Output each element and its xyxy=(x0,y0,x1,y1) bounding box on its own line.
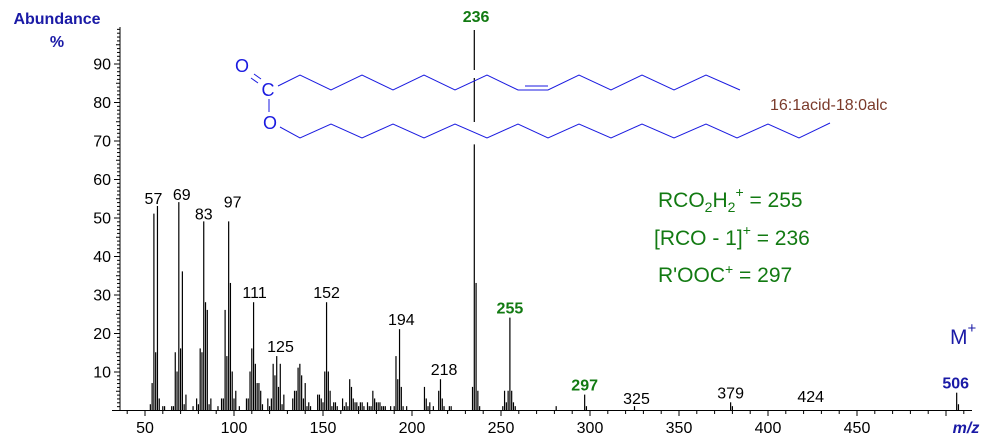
molecule-structure: O C O 16:1acid-18:0alc xyxy=(235,56,887,139)
peak-bars xyxy=(149,30,960,410)
x-tick-label: 150 xyxy=(310,420,337,437)
x-tick-label: 100 xyxy=(221,420,248,437)
y-tick-label: 70 xyxy=(93,134,111,151)
y-tick-label: 10 xyxy=(93,365,111,382)
y-tick-label: 60 xyxy=(93,172,111,189)
peak-label-111: 111 xyxy=(242,285,266,302)
y-tick-label: 30 xyxy=(93,288,111,305)
peak-label-297: 297 xyxy=(571,378,598,395)
y-tick-label: 90 xyxy=(93,57,111,74)
peak-label-194: 194 xyxy=(388,312,415,329)
acyl-chain xyxy=(277,74,741,91)
x-tick-label: 200 xyxy=(399,420,426,437)
peak-label-69: 69 xyxy=(173,187,191,204)
annotation-rco2h2: RCO2H2+ = 255 xyxy=(658,184,803,215)
annotation-rooc: R'OOC+ = 297 xyxy=(658,261,792,287)
y-tick-label: 20 xyxy=(93,326,111,343)
alkyl-chain xyxy=(279,122,831,139)
peak-label-97: 97 xyxy=(224,194,242,211)
atom-o-ester: O xyxy=(263,113,277,133)
y-tick-label: 40 xyxy=(93,249,111,266)
peak-label-424: 424 xyxy=(797,389,824,406)
annotation-rco-1: [RCO - 1]+ = 236 xyxy=(654,222,810,250)
y-axis-label-line1: Abundance xyxy=(13,11,100,28)
axes xyxy=(112,27,972,416)
compound-label: 16:1acid-18:0alc xyxy=(770,97,887,114)
peak-label-57: 57 xyxy=(145,191,163,208)
x-tick-label: 50 xyxy=(136,420,154,437)
peak-label-125: 125 xyxy=(267,339,294,356)
x-tick-label: 250 xyxy=(488,420,515,437)
y-tick-label: 50 xyxy=(93,211,111,228)
fragment-annotations: RCO2H2+ = 255 [RCO - 1]+ = 236 R'OOC+ = … xyxy=(654,184,977,349)
peak-label-83: 83 xyxy=(195,206,213,223)
peak-label-236: 236 xyxy=(463,9,490,26)
peak-label-255: 255 xyxy=(497,301,524,318)
x-tick-label: 300 xyxy=(577,420,604,437)
molecular-ion-label: M+ xyxy=(950,320,977,349)
peak-label-379: 379 xyxy=(717,385,744,402)
atom-c: C xyxy=(262,80,275,100)
peak-label-506: 506 xyxy=(942,376,969,393)
x-tick-label: 350 xyxy=(666,420,693,437)
peak-label-152: 152 xyxy=(313,285,340,302)
x-tick-label: 450 xyxy=(844,420,871,437)
x-axis-label: m/z xyxy=(953,420,980,437)
tick-labels: 10 20 30 40 50 60 70 80 90 50 100 150 200 250 300 350 40… xyxy=(93,57,870,438)
x-tick-label: 400 xyxy=(755,420,782,437)
peak-label-218: 218 xyxy=(431,362,458,379)
atom-o-double: O xyxy=(235,56,249,76)
y-axis-label-line2: % xyxy=(50,34,64,51)
peak-label-325: 325 xyxy=(623,391,650,408)
y-tick-label: 80 xyxy=(93,95,111,112)
